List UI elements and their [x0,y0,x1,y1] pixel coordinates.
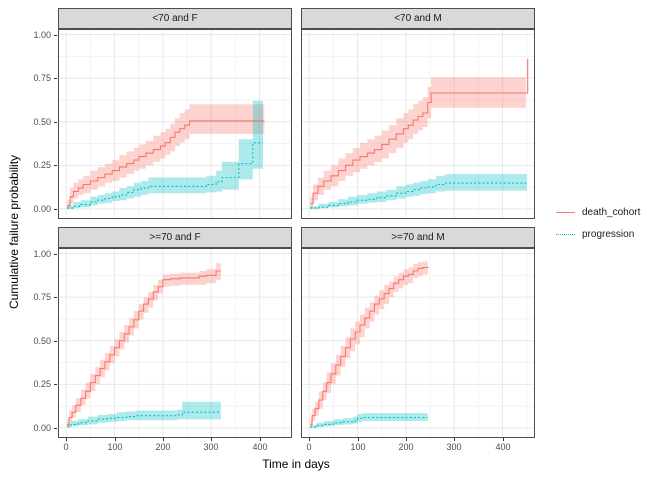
y-tick-label: 0.75 [33,73,51,83]
y-axis-title: Cumulative failure probability [7,154,21,310]
y-tick-label: 1.00 [33,30,51,40]
x-axis-tick [358,438,359,441]
y-tick-label: 0.50 [33,336,51,346]
y-axis-tick [54,428,57,429]
legend-item-death-cohort: death_cohort [556,207,640,218]
death_cohort-confidence-ribbon [67,104,265,209]
x-axis-title: Time in days [262,457,330,471]
facet-strip-label: >=70 and M [391,232,445,243]
x-tick-label: 300 [446,442,462,452]
y-tick-label: 1.00 [33,249,51,259]
y-axis-tick [54,78,57,79]
facet-strip-label: >=70 and F [149,232,201,243]
plot-panel-lt70-M [301,29,535,219]
facet-strip-lt70-M: <70 and M [301,8,535,29]
x-axis-tick [406,438,407,441]
x-axis-tick [454,438,455,441]
legend: death_cohort progression [556,207,640,240]
progression-confidence-ribbon [310,174,527,209]
facet-strip-ge70-M: >=70 and M [301,227,535,248]
death_cohort-curve [310,266,429,425]
x-tick-label: 300 [203,442,219,452]
panel-plot-area [59,30,291,218]
x-axis-tick [115,438,116,441]
plot-panel-lt70-F [58,29,292,219]
y-axis-tick [54,165,57,166]
y-axis-tick [54,297,57,298]
y-axis-tick [54,384,57,385]
x-axis-tick [309,438,310,441]
x-tick-label: 0 [306,442,312,452]
y-axis-tick [54,35,57,36]
progression-curve [67,411,221,427]
panel-plot-area [302,30,534,218]
y-axis-tick [54,341,57,342]
y-axis-tick [54,209,57,210]
x-axis-tick [260,438,261,441]
death-cohort-line-key-icon [556,212,575,213]
y-tick-label: 0.00 [33,204,51,214]
legend-item-progression: progression [556,229,640,240]
y-axis-tick [54,122,57,123]
plot-panel-ge70-F [58,248,292,438]
progression-confidence-ribbon [310,413,428,428]
facet-strip-ge70-F: >=70 and F [58,227,292,248]
panel-plot-area [302,249,534,437]
death_cohort-confidence-ribbon [310,260,428,428]
y-tick-label: 0.50 [33,117,51,127]
x-tick-label: 200 [155,442,171,452]
x-tick-label: 400 [495,442,511,452]
y-tick-label: 0.00 [33,423,51,433]
progression-curve [67,142,263,209]
facet-strip-label: <70 and M [394,13,442,24]
x-tick-label: 0 [63,442,69,452]
y-tick-label: 0.25 [33,160,51,170]
progression-curve [310,416,428,428]
plot-panel-ge70-M [301,248,535,438]
y-tick-label: 0.75 [33,292,51,302]
legend-label: progression [582,229,635,240]
x-axis-tick [211,438,212,441]
x-axis-tick [66,438,67,441]
death_cohort-confidence-ribbon [310,77,526,209]
panel-plot-area [59,249,291,437]
x-tick-label: 400 [252,442,268,452]
x-axis-tick [503,438,504,441]
death_cohort-curve [67,120,265,206]
progression-confidence-ribbon [67,100,263,209]
death_cohort-curve [310,58,529,205]
legend-label: death_cohort [582,207,641,218]
death_cohort-curve [67,270,221,425]
x-axis-tick [163,438,164,441]
progression-curve [310,182,527,209]
progression-line-key-icon [556,234,575,235]
death_cohort-confidence-ribbon [67,263,221,428]
x-tick-label: 100 [107,442,123,452]
facet-strip-lt70-F: <70 and F [58,8,292,29]
x-tick-label: 100 [350,442,366,452]
x-tick-label: 200 [398,442,414,452]
y-tick-label: 0.25 [33,379,51,389]
facet-strip-label: <70 and F [152,13,198,24]
progression-confidence-ribbon [67,401,221,428]
y-axis-tick [54,254,57,255]
